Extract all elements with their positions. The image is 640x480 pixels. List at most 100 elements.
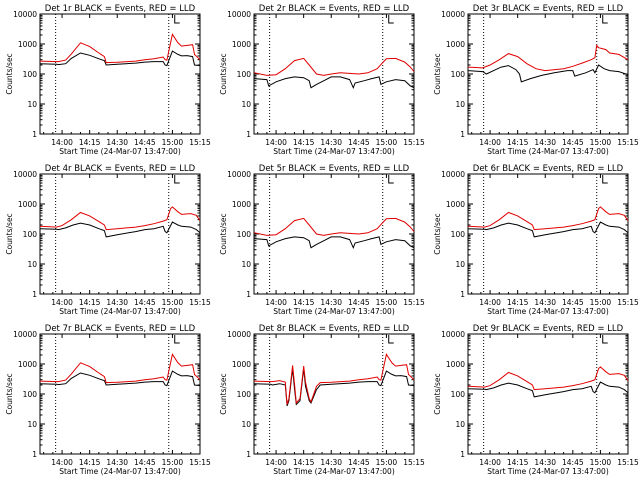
y-tick-label: 1000 (446, 200, 465, 209)
detector-panel-2: Det 2r BLACK = Events, RED = LLD 14:00 14:… (219, 4, 425, 156)
attenuator-marker-icon (388, 175, 394, 184)
x-tick-label: 14:30 (534, 138, 556, 147)
x-axis-label: Start Time (24-Mar-07 13:47:00) (273, 147, 395, 156)
y-axis-label: Counts/sec (5, 213, 14, 254)
y-tick-label: 1 (32, 130, 37, 139)
attenuator-marker-icon (388, 335, 394, 344)
x-axis-label: Start Time (24-Mar-07 13:47:00) (273, 467, 395, 476)
y-tick-label: 1 (32, 290, 37, 299)
x-tick-label: 14:15 (507, 138, 529, 147)
y-axis-label: Counts/sec (219, 53, 228, 94)
series-lld-line (253, 353, 415, 405)
y-tick-label: 100 (451, 70, 466, 79)
y-tick-label: 10 (455, 260, 465, 269)
y-tick-label: 1 (460, 450, 465, 459)
y-tick-label: 1 (32, 450, 37, 459)
y-tick-label: 10 (27, 260, 37, 269)
y-tick-label: 1000 (18, 200, 37, 209)
x-tick-label: 14:30 (534, 298, 556, 307)
attenuator-marker-icon (602, 15, 608, 24)
x-tick-label: 15:00 (590, 298, 612, 307)
y-tick-label: 10000 (441, 10, 465, 19)
x-tick-label: 15:15 (189, 458, 211, 467)
x-tick-label: 15:00 (162, 458, 184, 467)
x-tick-label: 15:15 (617, 138, 639, 147)
y-tick-label: 1000 (446, 40, 465, 49)
y-tick-label: 1000 (232, 200, 251, 209)
y-tick-label: 100 (237, 230, 252, 239)
x-tick-label: 14:30 (106, 298, 128, 307)
x-tick-label: 15:00 (162, 298, 184, 307)
y-tick-label: 100 (23, 230, 38, 239)
x-tick-label: 14:45 (348, 458, 370, 467)
x-tick-label: 14:45 (562, 138, 584, 147)
y-tick-label: 100 (451, 390, 466, 399)
x-tick-label: 15:15 (189, 298, 211, 307)
plot-frame (39, 333, 201, 455)
x-tick-label: 14:15 (293, 298, 315, 307)
x-tick-label: 14:15 (79, 458, 101, 467)
x-tick-label: 15:00 (590, 138, 612, 147)
panel-title: Det 9r BLACK = Events, RED = LLD (473, 324, 624, 334)
x-tick-label: 15:15 (403, 298, 425, 307)
x-tick-label: 14:45 (134, 458, 156, 467)
detector-panel-5: Det 5r BLACK = Events, RED = LLD 14:00 14:… (219, 164, 425, 316)
x-tick-label: 14:00 (479, 458, 501, 467)
x-tick-label: 14:15 (79, 298, 101, 307)
y-axis-label: Counts/sec (433, 53, 442, 94)
detector-panel-4: Det 4r BLACK = Events, RED = LLD 14:00 14:… (5, 164, 211, 316)
detector-panel-7: Det 7r BLACK = Events, RED = LLD 14:00 14:… (5, 324, 211, 476)
y-tick-label: 10000 (227, 170, 251, 179)
y-tick-label: 10000 (13, 10, 37, 19)
series-lld-line (253, 217, 415, 236)
y-axis-label: Counts/sec (433, 373, 442, 414)
panel-title: Det 3r BLACK = Events, RED = LLD (473, 4, 624, 14)
detector-panel-9: Det 9r BLACK = Events, RED = LLD 14:00 14:… (433, 324, 639, 476)
x-tick-label: 15:15 (617, 298, 639, 307)
x-tick-label: 15:00 (376, 298, 398, 307)
x-tick-label: 14:45 (348, 138, 370, 147)
series-events-line (253, 236, 415, 249)
series-events-line (39, 221, 201, 238)
series-lld-line (39, 353, 201, 384)
x-tick-label: 14:00 (265, 138, 287, 147)
plot-frame (253, 333, 415, 455)
x-tick-label: 14:15 (293, 138, 315, 147)
series-events-line (39, 370, 201, 387)
y-tick-label: 1000 (18, 40, 37, 49)
panel-title: Det 4r BLACK = Events, RED = LLD (45, 164, 196, 174)
x-tick-label: 14:30 (320, 298, 342, 307)
x-tick-label: 15:15 (403, 458, 425, 467)
attenuator-marker-icon (174, 15, 180, 24)
panel-title: Det 8r BLACK = Events, RED = LLD (259, 324, 410, 334)
x-tick-label: 14:00 (265, 298, 287, 307)
x-axis-label: Start Time (24-Mar-07 13:47:00) (273, 307, 395, 316)
x-tick-label: 14:00 (265, 458, 287, 467)
panel-title: Det 6r BLACK = Events, RED = LLD (473, 164, 624, 174)
y-tick-label: 10 (241, 420, 251, 429)
y-tick-label: 10000 (227, 330, 251, 339)
x-axis-label: Start Time (24-Mar-07 13:47:00) (487, 307, 609, 316)
y-tick-label: 10000 (13, 170, 37, 179)
panel-title: Det 5r BLACK = Events, RED = LLD (259, 164, 410, 174)
x-axis-label: Start Time (24-Mar-07 13:47:00) (487, 147, 609, 156)
x-tick-label: 15:00 (376, 458, 398, 467)
series-events-line (467, 381, 629, 398)
y-tick-label: 10 (241, 100, 251, 109)
plot-frame (39, 13, 201, 135)
series-lld-line (467, 44, 629, 72)
y-tick-label: 10 (27, 100, 37, 109)
x-axis-label: Start Time (24-Mar-07 13:47:00) (487, 467, 609, 476)
x-axis-label: Start Time (24-Mar-07 13:47:00) (59, 147, 181, 156)
series-lld-line (39, 206, 201, 231)
x-tick-label: 14:30 (320, 138, 342, 147)
x-axis-label: Start Time (24-Mar-07 13:47:00) (59, 467, 181, 476)
x-tick-label: 15:15 (189, 138, 211, 147)
panel-title: Det 2r BLACK = Events, RED = LLD (259, 4, 410, 14)
panel-title: Det 1r BLACK = Events, RED = LLD (45, 4, 196, 14)
y-tick-label: 1000 (18, 360, 37, 369)
x-tick-label: 14:45 (348, 298, 370, 307)
series-lld-line (467, 366, 629, 391)
series-lld-line (39, 33, 201, 64)
